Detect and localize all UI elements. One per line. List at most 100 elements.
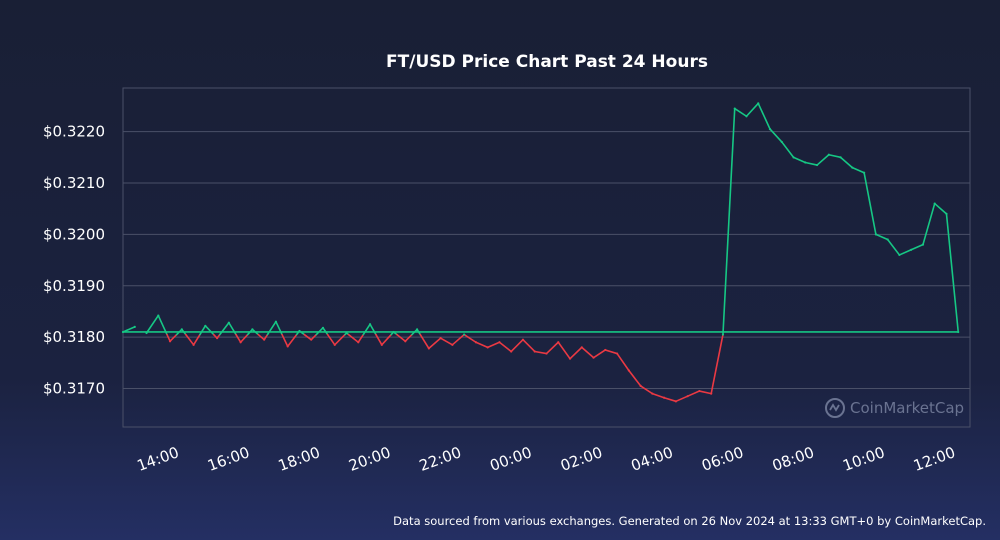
x-tick-label: 06:00 [699,443,746,475]
x-tick-label: 12:00 [911,443,958,475]
price-point [768,127,772,131]
price-point [910,248,913,251]
x-tick-label: 00:00 [487,443,534,475]
price-segment-up [875,233,889,241]
price-segment-up [792,156,807,164]
price-segment-down [533,350,548,355]
price-point [427,347,430,350]
price-point [945,212,948,215]
grid-lines [123,131,970,389]
price-point [168,340,172,343]
price-point [180,328,183,331]
price-point [345,331,348,335]
price-point [321,326,325,329]
price-segment-up [945,213,960,333]
price-segment-up [898,248,912,256]
price-segment-down [698,390,712,395]
price-segment-down [675,395,689,403]
price-point [439,337,442,340]
price-segment-down [257,333,265,341]
price-segment-up [886,238,901,256]
price-point [333,343,336,346]
price-point [957,330,960,334]
price-point [780,140,783,144]
x-tick-label: 14:00 [135,443,182,475]
price-segment-down [303,333,313,341]
price-segment-down [510,338,524,353]
price-point [710,392,713,395]
price-point [463,333,466,336]
price-segment-up [362,323,371,336]
y-tick-label: $0.3210 [43,174,105,192]
price-segment-up [780,141,795,159]
price-point [568,357,572,360]
price-point [498,341,501,344]
price-segment-down [522,338,536,353]
price-segment-down [239,333,249,344]
price-point [415,328,419,331]
price-segment-up [369,323,377,336]
price-point [745,115,748,118]
price-point [474,341,478,344]
price-point [133,325,136,328]
price-segment-down [347,333,360,344]
y-tick-label: $0.3190 [43,277,105,295]
price-point [157,314,160,317]
price-segment-down [545,341,560,355]
price-point [804,161,807,164]
price-point [580,346,583,349]
price-segment-down [710,333,724,395]
price-segment-up [816,153,830,166]
y-tick-label: $0.3220 [43,123,105,141]
price-point [521,338,525,341]
price-point [663,396,666,399]
price-point [310,338,313,341]
price-point [545,352,548,355]
x-tick-label: 08:00 [770,443,817,475]
price-point [251,328,254,331]
price-segment-down [439,337,454,346]
y-tick-label: $0.3180 [43,328,105,346]
price-segment-down [651,392,665,399]
price-point [392,330,395,334]
price-segment-up [733,107,748,118]
price-segment-up [757,102,771,130]
price-segment-down [463,333,477,344]
price-segment-down [451,333,465,346]
price-point [604,348,607,352]
x-tick-label: 10:00 [840,443,887,475]
x-tick-label: 16:00 [205,443,252,475]
price-segment-up [745,102,760,118]
price-segment-down [475,341,489,349]
price-point [510,350,513,353]
price-segment-down [326,333,336,346]
price-point [227,321,230,324]
price-point [863,171,866,174]
price-segment-up [199,325,207,336]
price-point [792,156,795,159]
price-point [298,329,301,333]
price-point [686,395,689,398]
price-point [639,384,642,388]
price-segment-down [486,341,501,349]
price-point [627,369,630,372]
price-point [615,352,619,355]
price-point [533,350,536,353]
price-point [368,323,372,326]
price-segment-up [910,243,924,251]
price-segment-down [192,333,201,346]
price-segment-up [839,156,854,169]
price-point [886,238,889,241]
x-tick-label: 02:00 [558,443,605,475]
price-point [851,166,854,169]
x-axis-ticks: 14:00 16:00 18:00 20:00 22:00 00:00 02:00 04:00… [135,443,958,475]
price-segment-up [204,325,215,336]
price-point [827,153,830,156]
price-point [839,156,842,159]
price-point [486,346,489,349]
price-segment-down [628,369,642,387]
price-segment-up [863,171,877,236]
price-segment-down [381,333,393,346]
price-segment-down [404,333,413,343]
price-point [204,324,207,327]
